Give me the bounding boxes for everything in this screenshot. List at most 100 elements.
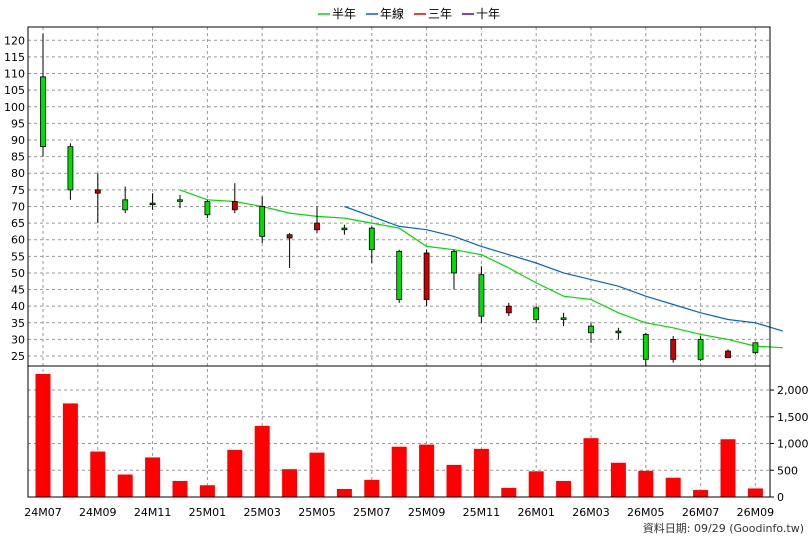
x-tick-label: 24M07: [24, 506, 62, 519]
price-y-tick-label: 110: [4, 68, 25, 81]
legend-item: 半年: [318, 7, 356, 21]
candle-body: [122, 199, 129, 211]
candle-body: [560, 317, 567, 320]
candle-25M12: [505, 302, 512, 317]
price-y-tick-label: 95: [11, 117, 25, 130]
volume-bar-24M10: [117, 474, 133, 497]
candle-25M11: [478, 266, 485, 323]
volume-y-tick-label: 500: [777, 464, 798, 477]
candle-body: [615, 330, 622, 334]
volume-bar-25M07: [364, 479, 380, 497]
candle-25M07: [368, 226, 375, 263]
candle-26M08: [725, 349, 731, 359]
volume-bar-25M01: [199, 485, 215, 497]
candle-25M03: [259, 196, 266, 244]
price-y-tick-label: 80: [11, 167, 25, 180]
candle-body: [505, 305, 512, 314]
price-y-tick-label: 50: [11, 267, 25, 280]
x-tick-label: 26M03: [572, 506, 610, 519]
candle-body: [423, 252, 430, 300]
volume-bar-24M11: [145, 457, 161, 497]
volume-plot-frame: [27, 365, 771, 498]
candle-26M04: [615, 327, 622, 340]
candle-body: [451, 250, 457, 274]
candle-24M10: [122, 186, 129, 214]
volume-y-tick-label: 0: [777, 491, 784, 504]
volume-bar-24M08: [62, 403, 78, 497]
candle-body: [368, 227, 375, 251]
candle-24M12: [177, 194, 183, 209]
volume-bar-24M09: [90, 451, 106, 497]
volume-bar-25M06: [336, 488, 352, 497]
x-tick-label: 25M01: [189, 506, 227, 519]
ma-line-半年: [179, 189, 783, 349]
candle-25M09: [423, 249, 430, 307]
price-y-tick-label: 70: [11, 200, 25, 213]
candle-body: [478, 274, 485, 317]
legend-label: 半年: [332, 7, 356, 21]
volume-bar-25M10: [446, 464, 462, 497]
candle-body: [67, 146, 74, 191]
candle-body: [40, 76, 46, 148]
candle-body: [725, 350, 731, 359]
candle-body: [314, 222, 320, 231]
legend-label: 年線: [380, 6, 404, 21]
candle-body: [259, 206, 266, 237]
volume-y-tick-label: 2,000: [777, 384, 808, 397]
volume-bar-25M05: [309, 452, 325, 497]
candle-26M01: [533, 306, 540, 323]
price-y-tick-label: 30: [11, 333, 25, 346]
volume-bar-25M09: [419, 444, 435, 497]
volume-bar-24M12: [172, 480, 188, 497]
price-y-tick-label: 120: [4, 34, 25, 47]
candle-24M09: [94, 173, 101, 224]
candle-26M09: [752, 342, 759, 355]
x-tick-label: 25M05: [298, 506, 336, 519]
x-tick-label: 25M03: [243, 506, 281, 519]
volume-bar-24M07: [35, 374, 51, 497]
axes: 25 30 35 40 45 50 55 60 65 70 75 80 85 90 95 100 105 110 1…: [4, 26, 808, 519]
price-y-tick-label: 60: [11, 234, 25, 247]
candle-body: [642, 334, 649, 360]
candle-body: [149, 202, 156, 206]
price-plot-frame: [27, 26, 771, 367]
source-note: 資料日期: 09/29 (Goodinfo.tw): [643, 521, 804, 535]
candle-body: [588, 325, 594, 334]
candle-25M02: [231, 183, 238, 214]
candle-26M07: [697, 336, 704, 362]
legend-label: 十年: [476, 7, 500, 21]
price-y-tick-label: 35: [11, 317, 25, 330]
x-tick-label: 26M07: [682, 506, 720, 519]
price-y-tick-label: 45: [11, 284, 25, 297]
candle-24M11: [149, 193, 156, 210]
candle-26M06: [670, 336, 677, 363]
price-y-tick-label: 40: [11, 300, 25, 313]
legend-item: 三年: [414, 7, 452, 21]
volume-bar-26M05: [638, 470, 654, 497]
price-y-tick-label: 55: [11, 250, 25, 263]
x-tick-label: 25M11: [463, 506, 501, 519]
candle-26M05: [642, 332, 649, 366]
price-y-tick-label: 115: [4, 51, 25, 64]
x-tick-label: 24M09: [79, 506, 117, 519]
candle-body: [533, 307, 540, 320]
x-tick-label: 26M01: [517, 506, 555, 519]
moving-average-lines: [179, 189, 783, 349]
price-y-tick-label: 100: [4, 101, 25, 114]
candle-body: [697, 339, 704, 360]
candle-body: [396, 250, 403, 300]
volume-bar-26M02: [556, 480, 572, 497]
price-y-tick-label: 85: [11, 151, 25, 164]
candle-24M07: [40, 33, 46, 157]
candle-25M05: [314, 206, 320, 234]
volume-bar-26M06: [665, 477, 681, 497]
x-tick-label: 25M09: [408, 506, 446, 519]
x-tick-label: 24M11: [134, 506, 172, 519]
legend-item: 十年: [462, 7, 500, 21]
x-tick-label: 26M05: [627, 506, 665, 519]
candle-body: [670, 339, 677, 360]
x-tick-label: 26M09: [737, 506, 775, 519]
candle-26M03: [588, 322, 594, 343]
